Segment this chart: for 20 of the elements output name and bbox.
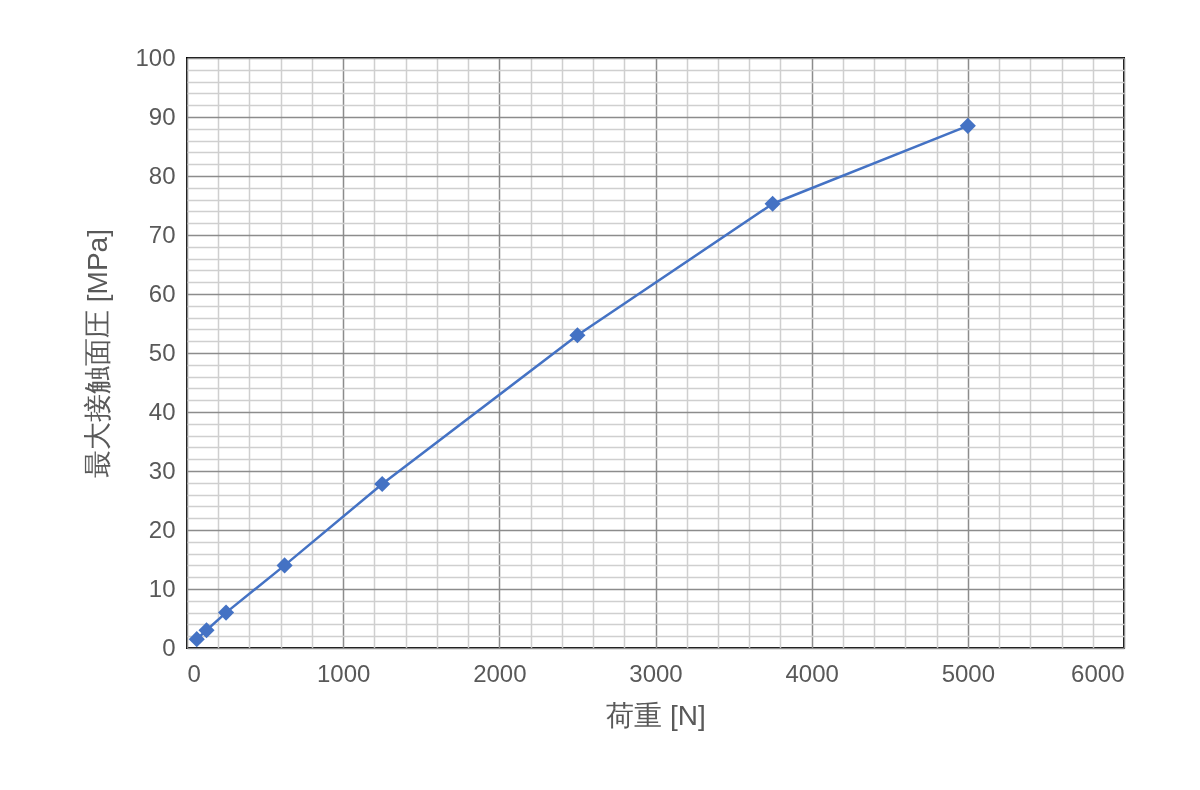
y-tick-label: 50 — [148, 338, 176, 366]
y-tick-label: 20 — [148, 515, 176, 543]
y-axis-title: 最大接触面圧 [MPa] — [82, 229, 114, 478]
y-tick-label: 0 — [162, 633, 176, 661]
x-tick-label: 2000 — [473, 659, 527, 687]
x-tick-label: 6000 — [1071, 659, 1125, 687]
y-tick-label: 100 — [135, 43, 176, 71]
x-axis-title: 荷重 [N] — [606, 699, 706, 731]
y-tick-label: 90 — [148, 102, 176, 130]
y-tick-label: 80 — [148, 161, 176, 189]
y-tick-label: 30 — [148, 456, 176, 484]
y-tick-label: 70 — [148, 220, 176, 248]
y-tick-label: 60 — [148, 279, 176, 307]
y-tick-label: 40 — [148, 397, 176, 425]
x-tick-label: 5000 — [941, 659, 996, 687]
x-tick-label: 4000 — [785, 659, 839, 687]
x-tick-label: 3000 — [629, 659, 683, 687]
x-tick-label: 0 — [187, 659, 201, 687]
y-tick-label: 10 — [148, 574, 176, 602]
x-tick-label: 1000 — [316, 659, 371, 687]
